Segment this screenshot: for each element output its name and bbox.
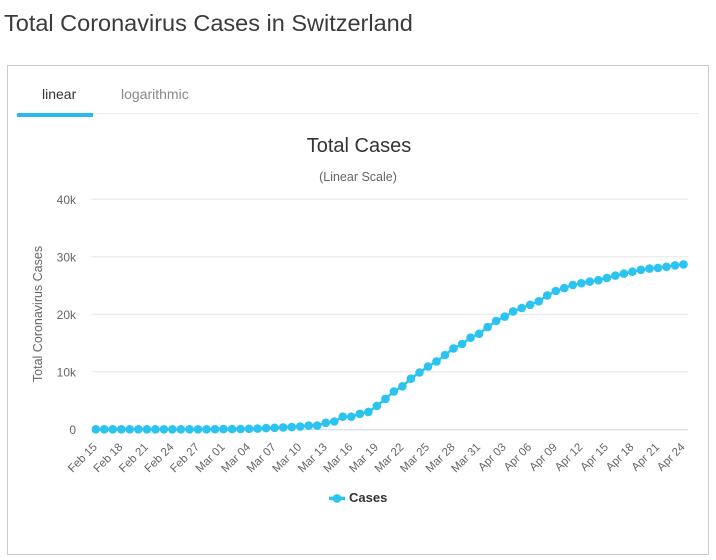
svg-text:Mar 31: Mar 31 bbox=[449, 441, 483, 475]
svg-text:10k: 10k bbox=[57, 365, 77, 379]
svg-text:Apr 18: Apr 18 bbox=[604, 441, 636, 473]
svg-text:Apr 03: Apr 03 bbox=[476, 441, 508, 473]
svg-text:Apr 24: Apr 24 bbox=[655, 441, 688, 474]
svg-text:Cases: Cases bbox=[349, 490, 387, 505]
svg-text:0: 0 bbox=[69, 423, 76, 437]
svg-text:30k: 30k bbox=[57, 250, 77, 264]
svg-text:Apr 09: Apr 09 bbox=[527, 441, 559, 473]
svg-text:Total Cases: Total Cases bbox=[307, 135, 412, 157]
svg-text:20k: 20k bbox=[57, 308, 77, 322]
svg-text:Apr 06: Apr 06 bbox=[502, 441, 534, 473]
svg-text:Apr 15: Apr 15 bbox=[579, 441, 611, 473]
svg-text:Apr 12: Apr 12 bbox=[553, 441, 585, 473]
svg-text:(Linear Scale): (Linear Scale) bbox=[319, 170, 397, 184]
svg-text:40k: 40k bbox=[57, 193, 77, 207]
svg-text:Apr 21: Apr 21 bbox=[630, 441, 662, 473]
svg-text:Total Coronavirus Cases: Total Coronavirus Cases bbox=[31, 246, 45, 382]
